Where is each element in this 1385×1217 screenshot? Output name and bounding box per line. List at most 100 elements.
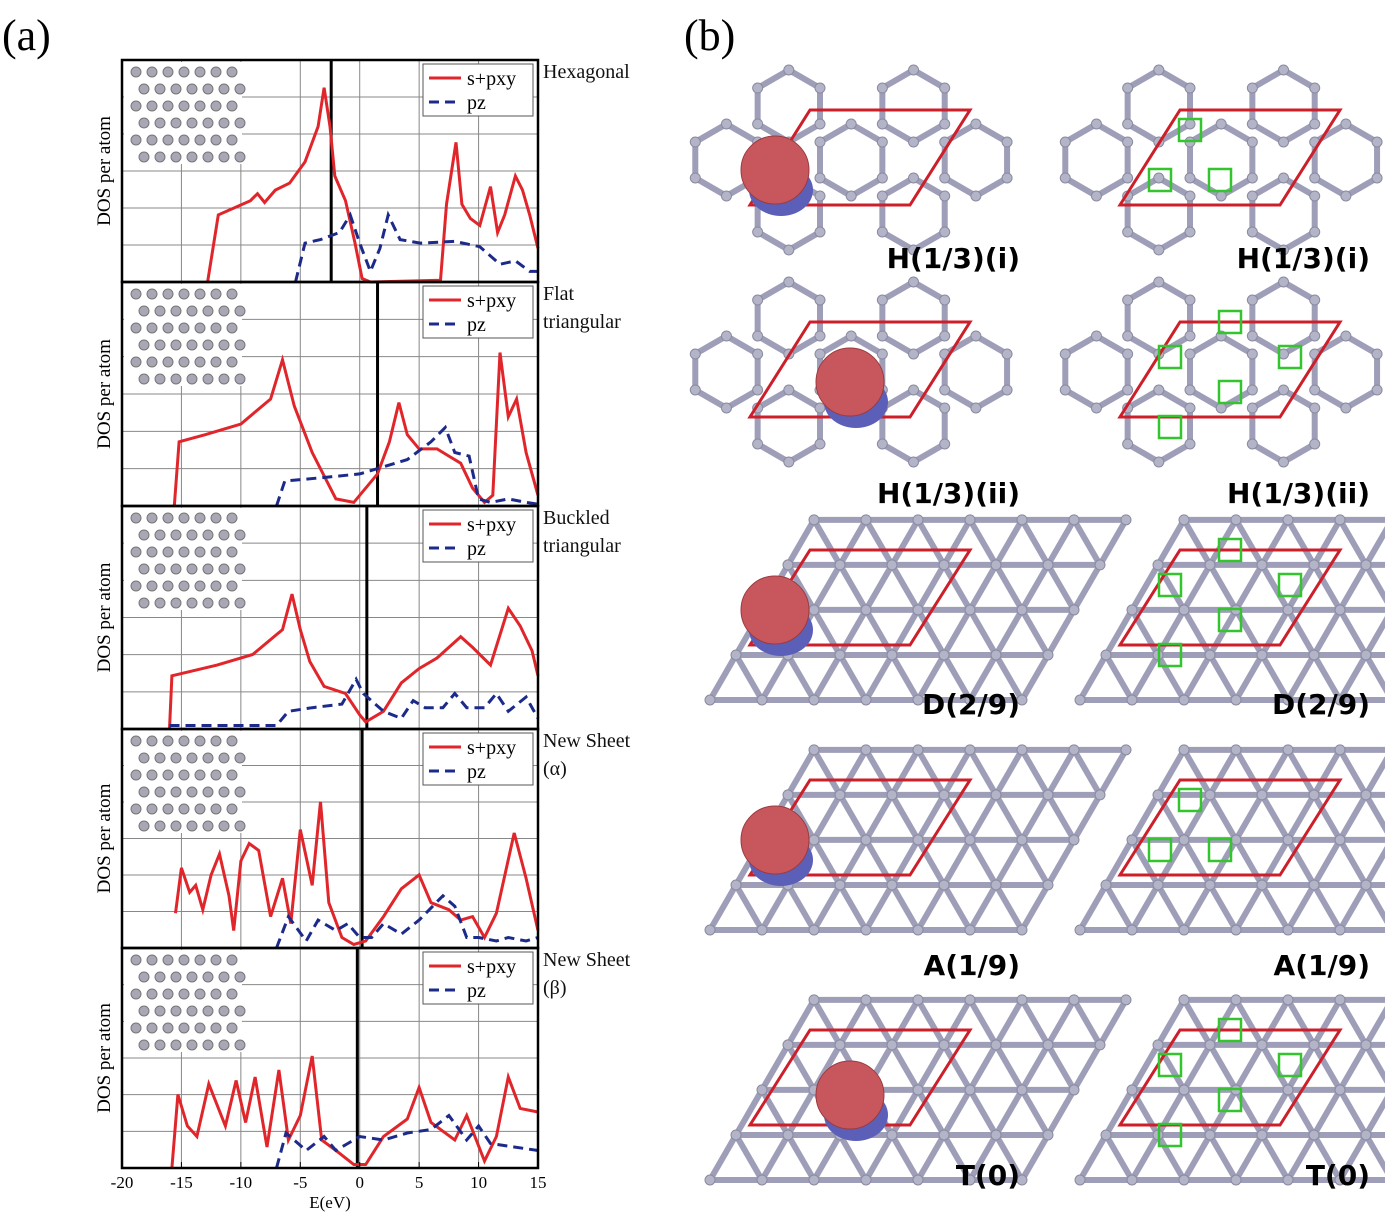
- atom: [1059, 384, 1071, 396]
- atom: [756, 1084, 768, 1096]
- bond: [1311, 1086, 1343, 1138]
- bond: [915, 1041, 947, 1093]
- bond: [941, 606, 973, 658]
- bond: [1155, 516, 1187, 568]
- dos-line: [172, 352, 540, 507]
- bond: [1155, 606, 1187, 658]
- atom: [1090, 402, 1102, 414]
- atom: [908, 348, 920, 360]
- bond: [941, 1131, 973, 1183]
- bond: [785, 279, 823, 303]
- inset-atom: [202, 305, 214, 317]
- lattice: [1074, 744, 1385, 936]
- atom: [1256, 1129, 1268, 1141]
- atom: [1126, 694, 1138, 706]
- atom: [1184, 438, 1196, 450]
- atom: [1246, 384, 1258, 396]
- bond: [1207, 1041, 1239, 1093]
- inset-atom: [130, 288, 142, 300]
- site-marker: [1157, 1122, 1183, 1148]
- inset-atom: [202, 563, 214, 575]
- inset-atom: [162, 546, 174, 558]
- bond: [1019, 746, 1051, 798]
- atom: [1178, 514, 1190, 526]
- atom: [1215, 118, 1227, 130]
- atom: [730, 1129, 742, 1141]
- atom: [808, 604, 820, 616]
- bond: [967, 746, 999, 798]
- atom: [1090, 190, 1102, 202]
- bond: [1363, 791, 1385, 834]
- legend-box: [422, 63, 534, 117]
- bond: [1155, 836, 1187, 888]
- atom: [1308, 1039, 1320, 1051]
- bond: [1249, 175, 1287, 199]
- bond: [879, 67, 917, 91]
- atom: [1282, 994, 1294, 1006]
- inset-atom: [194, 580, 206, 592]
- atom: [1282, 604, 1294, 616]
- atom: [1282, 744, 1294, 756]
- inset-atom: [130, 100, 142, 112]
- inset-atom: [234, 373, 246, 385]
- atom: [808, 924, 820, 936]
- atom: [1215, 402, 1227, 414]
- inset-atom: [218, 339, 230, 351]
- inset-atom: [130, 735, 142, 747]
- inset-bg: [124, 284, 242, 386]
- atom: [752, 330, 764, 342]
- structure-label: T(0): [1306, 1159, 1370, 1192]
- inset-atom: [138, 305, 150, 317]
- atom: [752, 348, 764, 360]
- atom: [912, 1174, 924, 1186]
- bond: [915, 1131, 947, 1183]
- atom: [938, 789, 950, 801]
- bond: [1233, 746, 1265, 798]
- x-tick-label: -10: [230, 1173, 253, 1192]
- lattice: [1074, 514, 1385, 706]
- bond: [915, 791, 947, 843]
- inset-atom: [234, 117, 246, 129]
- atom: [1230, 514, 1242, 526]
- bond: [811, 516, 843, 568]
- atom: [1184, 118, 1196, 130]
- atom: [1042, 789, 1054, 801]
- bond: [1259, 1086, 1291, 1138]
- bond: [1019, 791, 1051, 843]
- bond: [941, 746, 973, 798]
- structure-label: A(1/9): [924, 949, 1020, 982]
- bond: [811, 836, 843, 888]
- atom: [1340, 190, 1352, 202]
- atom: [1068, 604, 1080, 616]
- inset-atom: [146, 769, 158, 781]
- inset-atom: [170, 117, 182, 129]
- atom: [1309, 118, 1321, 130]
- bond: [848, 175, 886, 199]
- bond: [848, 333, 886, 357]
- inset-atom: [138, 529, 150, 541]
- inset-atom: [154, 597, 166, 609]
- atom: [970, 330, 982, 342]
- inset-atom: [154, 305, 166, 317]
- y-axis-label: DOS per atom: [94, 116, 115, 226]
- legend-box: [422, 285, 534, 339]
- atom: [1184, 294, 1196, 306]
- atom: [1184, 348, 1196, 360]
- bond: [889, 561, 921, 613]
- atom: [752, 118, 764, 130]
- bond: [1337, 1041, 1369, 1093]
- bond: [1129, 1041, 1161, 1093]
- inset-atom: [170, 820, 182, 832]
- inset-atom: [178, 769, 190, 781]
- bond: [1187, 121, 1225, 145]
- legend-label: s+pxy: [467, 737, 516, 759]
- inset-atom: [210, 356, 222, 368]
- atom: [912, 994, 924, 1006]
- bond: [1093, 387, 1131, 411]
- bond: [707, 1131, 739, 1183]
- bond: [1181, 1041, 1213, 1093]
- bond: [1337, 651, 1369, 703]
- bond: [941, 387, 979, 411]
- inset-atom: [186, 373, 198, 385]
- bond: [941, 516, 973, 568]
